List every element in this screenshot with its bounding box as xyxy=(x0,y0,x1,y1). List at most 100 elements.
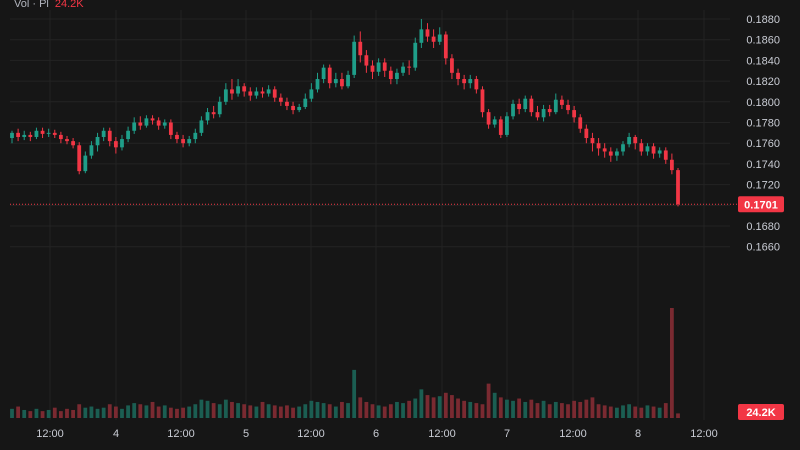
volume-bar xyxy=(309,400,314,418)
candle-body xyxy=(248,91,253,96)
candle-body xyxy=(230,89,234,94)
volume-bar xyxy=(77,404,82,418)
candle-body xyxy=(10,132,14,139)
candle-body xyxy=(560,99,564,105)
candle-body xyxy=(260,91,265,94)
candle-body xyxy=(254,91,259,96)
volume-legend: Vol · Pl 24.2K xyxy=(14,0,84,10)
candle-body xyxy=(126,130,130,140)
candle-body xyxy=(65,139,69,142)
volume-bar xyxy=(58,411,63,418)
candle-body xyxy=(193,132,198,140)
volume-bar xyxy=(285,405,289,418)
candle-body xyxy=(101,130,106,137)
volume-bar xyxy=(578,401,583,418)
volume-bar xyxy=(89,406,94,418)
volume-bar xyxy=(468,401,473,418)
volume-bar xyxy=(278,406,283,418)
volume-bar xyxy=(193,404,198,418)
volume-bar xyxy=(431,397,436,418)
candle-body xyxy=(223,89,228,102)
volume-bar xyxy=(443,392,448,418)
candle-body xyxy=(352,41,357,75)
candle-body xyxy=(370,65,375,72)
candle-body xyxy=(572,110,577,118)
candle-body xyxy=(236,86,240,94)
candle-body xyxy=(16,132,21,137)
volume-bar xyxy=(10,408,14,418)
volume-bar xyxy=(352,369,357,418)
volume-bar xyxy=(175,408,179,418)
y-tick-label: 0.1880 xyxy=(746,14,780,26)
candle-body xyxy=(28,134,33,137)
y-tick-label: 0.1800 xyxy=(746,97,780,109)
volume-bar xyxy=(297,406,302,418)
last-price-label: 0.1701 xyxy=(744,199,778,211)
candle-body xyxy=(71,141,75,146)
volume-bar xyxy=(223,399,228,418)
volume-bar xyxy=(333,406,338,418)
volume-bar xyxy=(633,406,638,418)
volume-bar xyxy=(113,406,118,418)
candle-body xyxy=(95,136,100,146)
x-axis: 12:00 4 12:00 5 12:00 6 12:00 7 12:00 8 12:00 xyxy=(36,428,718,440)
candle-body xyxy=(596,143,601,149)
volume-bar xyxy=(242,404,247,418)
candle-body xyxy=(291,105,295,111)
y-tick-label: 0.1860 xyxy=(746,35,780,47)
volume-bar xyxy=(126,405,130,418)
volume-bar xyxy=(590,397,595,418)
volume-bar xyxy=(236,403,240,418)
x-tick-label: 5 xyxy=(243,428,249,440)
candle-body xyxy=(34,130,39,137)
candles xyxy=(10,19,680,207)
candle-body xyxy=(58,134,63,140)
volume-bar xyxy=(645,405,650,418)
candle-body xyxy=(523,98,528,110)
x-tick-label: 12:00 xyxy=(167,428,195,440)
x-tick-label: 12:00 xyxy=(36,428,64,440)
candle-body xyxy=(462,79,467,84)
y-tick-label: 0.1740 xyxy=(746,159,780,171)
candle-body xyxy=(529,98,534,113)
last-volume-tag: 24.2K xyxy=(738,404,784,420)
candle-body xyxy=(340,79,344,87)
x-tick-label: 6 xyxy=(373,428,379,440)
x-tick-label: 12:00 xyxy=(428,428,456,440)
volume-bar xyxy=(517,398,522,418)
candle-body xyxy=(407,66,412,68)
volume-bar xyxy=(382,406,387,418)
volume-bar xyxy=(401,403,405,418)
candle-body xyxy=(162,122,167,126)
volume-bar xyxy=(621,405,625,418)
volume-bar xyxy=(101,407,106,418)
volume-bar xyxy=(291,407,295,418)
candle-body xyxy=(425,29,430,37)
volume-bar xyxy=(168,407,173,418)
volume-bar xyxy=(676,413,680,418)
candle-body xyxy=(138,122,143,126)
volume-bar xyxy=(596,404,601,418)
volume-bar xyxy=(511,400,515,418)
volume-bar xyxy=(572,400,577,418)
volume-bar xyxy=(315,401,320,418)
volume-bar xyxy=(627,404,632,418)
y-tick-label: 0.1760 xyxy=(746,138,780,150)
candle-body xyxy=(511,103,515,117)
volume-bar xyxy=(486,383,491,418)
volume-bar xyxy=(669,308,674,418)
candle-body xyxy=(52,132,57,135)
volume-bar xyxy=(217,404,222,418)
volume-bar xyxy=(16,406,21,418)
candle-body xyxy=(553,99,558,113)
candle-body xyxy=(309,89,314,99)
candle-body xyxy=(278,97,283,102)
volume-legend-label: Vol · Pl xyxy=(14,0,49,10)
volume-bar xyxy=(65,408,69,418)
volume-bar xyxy=(52,407,57,418)
y-axis: 0.1880 0.1860 0.1840 0.1820 0.1800 0.1780 0.17… xyxy=(746,14,780,254)
candle-body xyxy=(517,103,522,110)
y-tick-label: 0.1680 xyxy=(746,221,780,233)
